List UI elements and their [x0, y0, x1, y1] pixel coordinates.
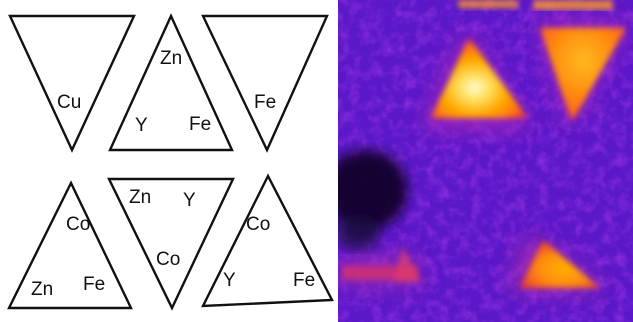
triangle-label: Co — [66, 214, 90, 235]
triangle-label: Fe — [83, 274, 105, 295]
triangle-layout-diagram: Cu Zn Y Fe Fe Co Zn Fe Zn Y Co — [7, 13, 334, 311]
triangle-label: Y — [183, 190, 196, 211]
hot-spot-top-right — [540, 28, 626, 122]
hot-spot-top-middle — [431, 38, 528, 118]
triangle-bottom-left: Co Zn Fe — [7, 180, 133, 310]
triangle-label: Zn — [31, 279, 53, 300]
thermal-image — [338, 0, 633, 322]
triangle-label: Zn — [129, 187, 151, 208]
warm-strip-bottom-left — [342, 246, 422, 282]
triangle-label: Fe — [254, 92, 276, 113]
triangle-label: Co — [246, 214, 270, 235]
warm-band-top — [458, 0, 613, 10]
triangle-label: Y — [135, 115, 148, 136]
triangle-label: Co — [156, 249, 180, 270]
triangle-label: Y — [223, 270, 236, 291]
triangle-top-left: Cu — [8, 14, 136, 153]
triangle-bottom-middle: Zn Y Co — [107, 177, 235, 311]
triangle-bottom-right: Co Y Fe — [201, 173, 334, 308]
triangle-label: Cu — [57, 92, 81, 113]
hot-spot-bottom-right — [520, 240, 600, 288]
triangle-top-right: Fe — [201, 14, 329, 153]
triangle-top-middle: Zn Y Fe — [108, 13, 234, 152]
triangle-label: Fe — [189, 114, 211, 135]
triangle-label: Fe — [293, 270, 315, 291]
triangle-label: Zn — [160, 48, 182, 69]
cold-region — [338, 150, 408, 230]
